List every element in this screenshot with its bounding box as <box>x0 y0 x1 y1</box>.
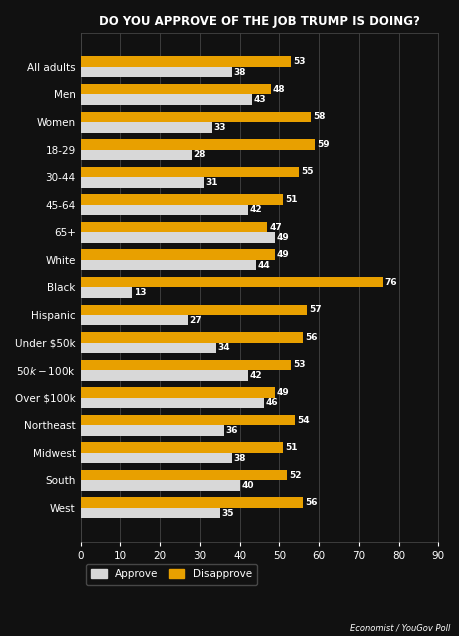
Text: 49: 49 <box>276 250 289 259</box>
Bar <box>80 398 263 408</box>
Text: 31: 31 <box>205 178 218 187</box>
Text: 53: 53 <box>292 57 305 66</box>
Text: 47: 47 <box>269 223 281 232</box>
Bar <box>80 139 314 149</box>
Bar <box>80 167 299 177</box>
Text: 59: 59 <box>316 140 329 149</box>
Title: DO YOU APPROVE OF THE JOB TRUMP IS DOING?: DO YOU APPROVE OF THE JOB TRUMP IS DOING… <box>99 15 419 28</box>
Bar <box>80 305 307 315</box>
Bar <box>80 425 223 436</box>
Text: 43: 43 <box>252 95 265 104</box>
Text: 56: 56 <box>304 333 317 342</box>
Text: 36: 36 <box>225 426 237 435</box>
Text: 58: 58 <box>312 113 325 121</box>
Text: 28: 28 <box>193 150 206 160</box>
Text: 33: 33 <box>213 123 225 132</box>
Text: 44: 44 <box>257 261 269 270</box>
Bar <box>80 359 291 370</box>
Bar <box>80 177 203 188</box>
Bar <box>80 149 191 160</box>
Bar <box>80 205 247 215</box>
Bar <box>80 497 302 508</box>
Bar <box>80 508 219 518</box>
Text: 46: 46 <box>264 398 277 408</box>
Bar <box>80 287 132 298</box>
Text: 38: 38 <box>233 67 245 77</box>
Bar <box>80 415 295 425</box>
Bar <box>80 222 267 232</box>
Text: 51: 51 <box>284 443 297 452</box>
Bar <box>80 232 275 243</box>
Bar <box>80 315 188 326</box>
Text: 13: 13 <box>134 288 146 297</box>
Bar <box>80 480 239 491</box>
Text: 38: 38 <box>233 453 245 462</box>
Text: 56: 56 <box>304 498 317 508</box>
Bar <box>80 95 251 105</box>
Text: 49: 49 <box>276 388 289 397</box>
Bar <box>80 387 275 398</box>
Text: Economist / YouGov Poll: Economist / YouGov Poll <box>350 624 450 633</box>
Bar <box>80 470 287 480</box>
Text: 42: 42 <box>249 205 261 214</box>
Bar <box>80 260 255 270</box>
Bar <box>80 57 291 67</box>
Text: 40: 40 <box>241 481 253 490</box>
Text: 52: 52 <box>288 471 301 480</box>
Bar <box>80 249 275 260</box>
Text: 27: 27 <box>189 315 202 325</box>
Bar <box>80 111 311 122</box>
Bar <box>80 277 382 287</box>
Bar <box>80 343 215 353</box>
Bar <box>80 194 283 205</box>
Text: 57: 57 <box>308 305 321 314</box>
Bar <box>80 122 211 132</box>
Text: 51: 51 <box>284 195 297 204</box>
Text: 42: 42 <box>249 371 261 380</box>
Text: 53: 53 <box>292 361 305 370</box>
Bar <box>80 332 302 343</box>
Bar <box>80 443 283 453</box>
Legend: Approve, Disapprove: Approve, Disapprove <box>86 564 257 584</box>
Text: 35: 35 <box>221 509 233 518</box>
Bar <box>80 453 231 463</box>
Text: 76: 76 <box>384 278 396 287</box>
Text: 34: 34 <box>217 343 230 352</box>
Text: 48: 48 <box>273 85 285 93</box>
Bar <box>80 67 231 78</box>
Text: 54: 54 <box>296 415 309 424</box>
Text: 49: 49 <box>276 233 289 242</box>
Bar <box>80 370 247 380</box>
Text: 55: 55 <box>300 167 313 176</box>
Bar <box>80 84 271 95</box>
